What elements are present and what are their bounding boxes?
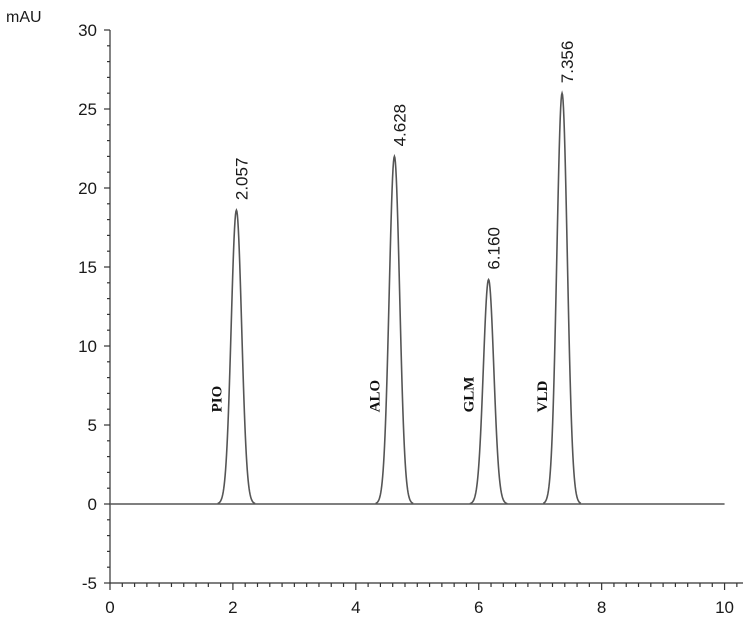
y-tick-label: 30	[78, 21, 97, 40]
retention-time-label: 6.160	[485, 227, 504, 270]
peak-alo	[375, 153, 414, 505]
axes: -5 0 5 10 15 20 25 30 0 2 4 6 8 10	[78, 21, 743, 617]
y-tick-label: 25	[78, 100, 97, 119]
x-tick-label: 0	[105, 598, 114, 617]
compound-label: GLM	[462, 377, 478, 413]
peak-vld	[542, 90, 582, 505]
retention-time-label: 2.057	[232, 158, 251, 201]
compound-label: VLD	[535, 381, 551, 413]
y-tick-label: 0	[88, 495, 97, 514]
labels: 2.057 PIO 4.628 ALO 6.160 GLM 7.356 VLD	[209, 41, 577, 413]
x-tick-label: 2	[228, 598, 237, 617]
y-tick-label: -5	[82, 574, 97, 593]
x-tick-label: 6	[474, 598, 483, 617]
y-tick-label: 15	[78, 258, 97, 277]
y-tick-label: 5	[88, 416, 97, 435]
peak-glm	[469, 277, 508, 505]
compound-label: ALO	[367, 380, 383, 413]
retention-time-label: 7.356	[558, 41, 577, 84]
trace-layer	[110, 90, 725, 505]
y-axis-unit: mAU	[6, 9, 42, 26]
x-tick-label: 4	[351, 598, 360, 617]
retention-time-label: 4.628	[390, 104, 409, 147]
peak-pio	[217, 207, 256, 505]
y-tick-label: 10	[78, 337, 97, 356]
y-tick-label: 20	[78, 179, 97, 198]
compound-label: PIO	[209, 386, 225, 413]
x-tick-label: 10	[715, 598, 734, 617]
x-tick-label: 8	[597, 598, 606, 617]
